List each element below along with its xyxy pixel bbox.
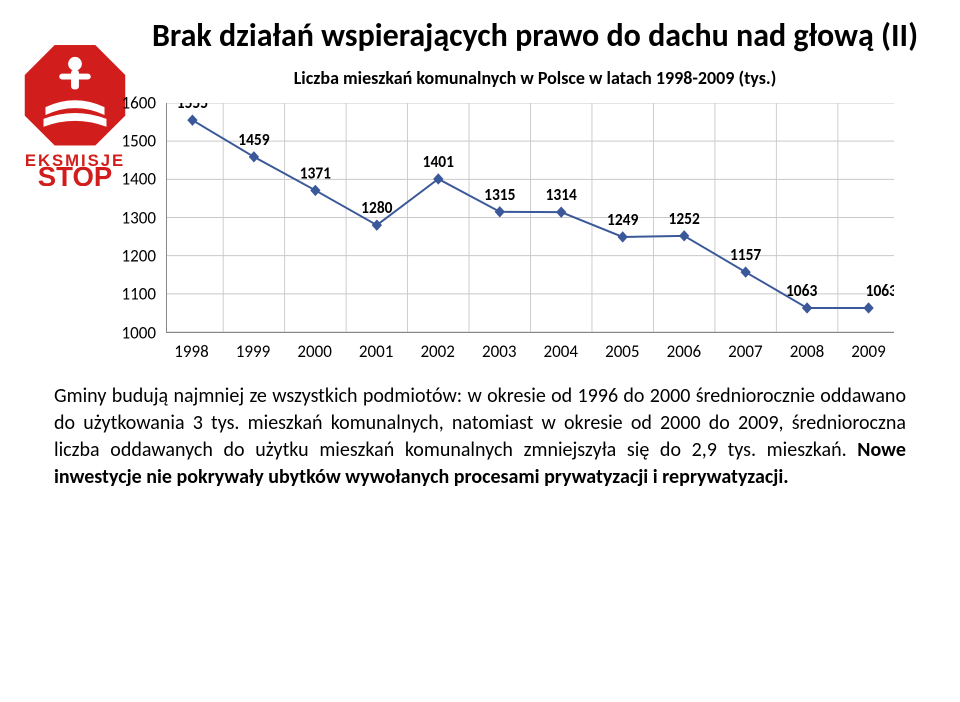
svg-text:1459: 1459 bbox=[238, 130, 269, 150]
y-tick-label: 1600 bbox=[122, 92, 156, 113]
x-tick-label: 1999 bbox=[236, 341, 270, 362]
housing-chart: 1000110012001300140015001600 15551459137… bbox=[110, 103, 900, 363]
y-tick-label: 1400 bbox=[122, 169, 156, 190]
plot-area: 1555 1459 1371 1280 1401 1315 1314 1249 1252 1157… bbox=[166, 103, 894, 333]
chart-subtitle: Liczba mieszkań komunalnych w Polsce w l… bbox=[150, 67, 920, 89]
svg-text:1314: 1314 bbox=[546, 185, 577, 205]
x-tick-label: 1998 bbox=[174, 341, 208, 362]
x-tick-label: 2006 bbox=[667, 341, 701, 362]
x-tick-label: 2009 bbox=[851, 341, 885, 362]
x-tick-label: 2002 bbox=[420, 341, 454, 362]
x-tick-label: 2008 bbox=[790, 341, 824, 362]
x-tick-label: 2004 bbox=[544, 341, 578, 362]
svg-text:1371: 1371 bbox=[300, 164, 331, 184]
y-tick-label: 1200 bbox=[122, 246, 156, 267]
svg-text:1157: 1157 bbox=[730, 245, 761, 265]
chart-svg: 1555 1459 1371 1280 1401 1315 1314 1249 1252 1157… bbox=[167, 103, 894, 332]
x-tick-label: 2001 bbox=[359, 341, 393, 362]
svg-text:1280: 1280 bbox=[361, 198, 392, 218]
svg-text:1252: 1252 bbox=[669, 209, 700, 229]
body-paragraph: Gminy budują najmniej ze wszystkich podm… bbox=[54, 383, 906, 491]
x-axis-labels: 1998 1999 2000 2001 2002 2003 2004 2005 2006 2007… bbox=[166, 337, 894, 363]
svg-text:1063: 1063 bbox=[786, 281, 817, 301]
y-axis-labels: 1000110012001300140015001600 bbox=[110, 103, 162, 333]
svg-text:1249: 1249 bbox=[607, 210, 638, 230]
body-text-run: Gminy budują najmniej ze wszystkich podm… bbox=[54, 384, 906, 462]
svg-text:STOP: STOP bbox=[38, 161, 112, 186]
x-tick-label: 2000 bbox=[297, 341, 331, 362]
x-tick-label: 2003 bbox=[482, 341, 516, 362]
page-title: Brak działań wspierających prawo do dach… bbox=[150, 18, 920, 55]
x-tick-label: 2005 bbox=[605, 341, 639, 362]
svg-text:1315: 1315 bbox=[484, 185, 515, 205]
y-tick-label: 1000 bbox=[122, 322, 156, 343]
svg-text:1555: 1555 bbox=[177, 103, 208, 113]
y-tick-label: 1300 bbox=[122, 207, 156, 228]
svg-text:1063: 1063 bbox=[866, 281, 894, 301]
svg-text:1401: 1401 bbox=[423, 152, 454, 172]
x-tick-label: 2007 bbox=[728, 341, 762, 362]
y-tick-label: 1500 bbox=[122, 131, 156, 152]
y-tick-label: 1100 bbox=[122, 284, 156, 305]
